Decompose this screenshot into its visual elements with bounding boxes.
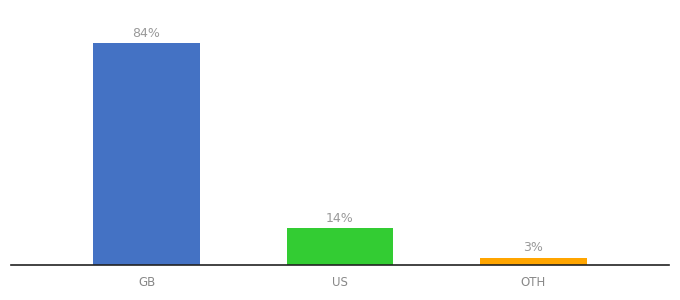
Text: 84%: 84% bbox=[133, 27, 160, 40]
Bar bbox=[480, 257, 587, 266]
Bar bbox=[93, 43, 200, 266]
Bar bbox=[287, 228, 393, 266]
Text: 14%: 14% bbox=[326, 212, 354, 225]
Text: 3%: 3% bbox=[524, 241, 543, 254]
